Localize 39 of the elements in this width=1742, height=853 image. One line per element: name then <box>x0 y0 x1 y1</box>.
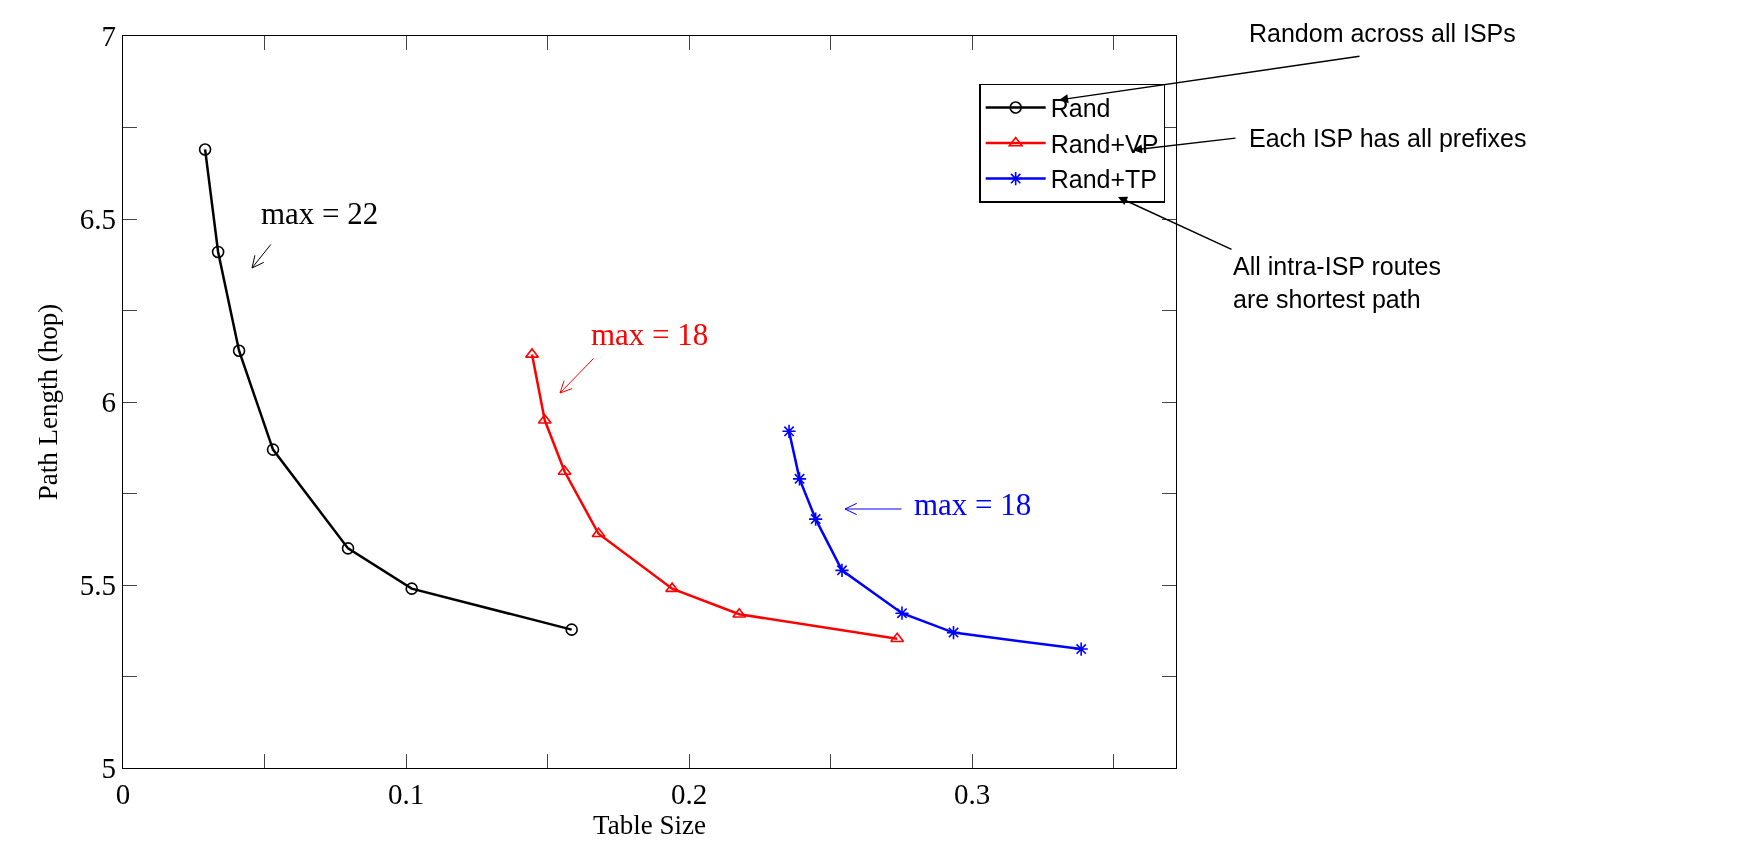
point <box>341 542 355 555</box>
annotation: max = 18 <box>591 317 709 352</box>
x-tick-label: 0.2 <box>671 777 708 810</box>
x-tick-label: 0 <box>115 777 131 810</box>
x-tick-label: 0.1 <box>387 777 425 810</box>
point <box>808 511 824 527</box>
point <box>232 344 246 358</box>
point <box>557 465 572 476</box>
y-tick-label: 6 <box>101 386 117 419</box>
point <box>565 623 578 636</box>
point <box>1073 641 1089 657</box>
legend-label: Rand+TP <box>1050 165 1157 194</box>
y-tick-label: 7 <box>101 20 117 53</box>
legend-label: Rand+VP <box>1050 129 1159 158</box>
point <box>946 625 961 640</box>
point <box>781 423 797 439</box>
y-axis-title: Path Length (hop) <box>32 303 63 501</box>
annotation: max = 18 <box>914 487 1032 522</box>
text: All intra-ISP routes are shortest path <box>1233 252 1441 313</box>
point <box>732 607 747 618</box>
y-tick-label: 5.5 <box>79 569 117 602</box>
text: Each ISP has all prefixes <box>1249 124 1527 152</box>
point <box>405 582 419 595</box>
point <box>266 443 280 456</box>
point <box>894 605 910 621</box>
point <box>591 527 606 538</box>
point <box>834 562 850 578</box>
y-tick-label: 6.5 <box>79 203 117 236</box>
point <box>198 143 212 156</box>
point <box>890 632 905 643</box>
x-tick-label: 0.3 <box>954 777 991 810</box>
point <box>211 245 225 259</box>
legend-label: Rand <box>1050 94 1111 123</box>
x-axis-title: Table Size <box>593 809 706 840</box>
y-tick-label: 5 <box>101 752 117 785</box>
annotation: max = 22 <box>261 196 379 231</box>
text: Random across all ISPs <box>1249 19 1516 47</box>
point <box>665 582 680 593</box>
point <box>792 471 807 487</box>
